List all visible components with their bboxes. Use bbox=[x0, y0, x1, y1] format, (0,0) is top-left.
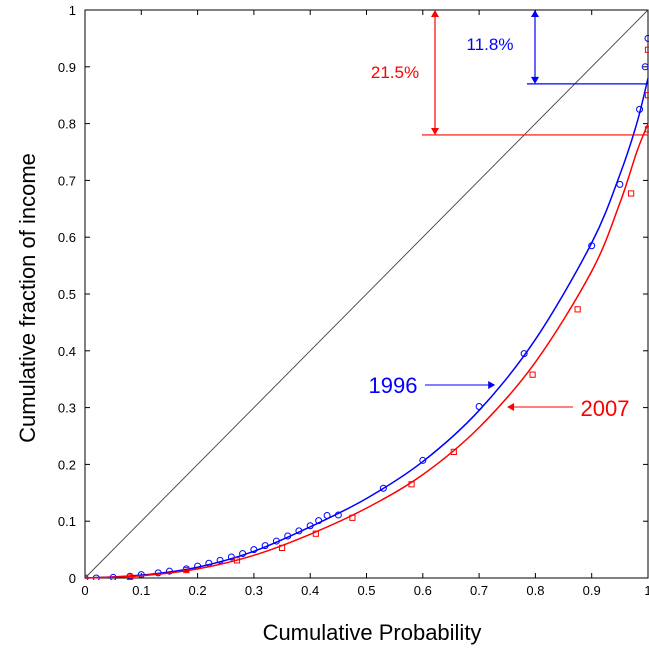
series-1996-point bbox=[475, 402, 483, 410]
series-1996-point bbox=[216, 556, 224, 564]
series-1996-point bbox=[272, 537, 280, 545]
series-label-1996: 1996 bbox=[369, 373, 418, 398]
series-2007-point bbox=[408, 481, 415, 488]
annotation-2007: 2007 bbox=[507, 396, 629, 421]
series-1996-point bbox=[306, 522, 314, 530]
gap-label-2007: 21.5% bbox=[371, 63, 419, 82]
gap-arrow-2007-head-top bbox=[431, 10, 439, 17]
x-tick-label: 0 bbox=[81, 583, 88, 598]
series-2007-point bbox=[85, 574, 89, 580]
series-2007-point bbox=[233, 557, 241, 564]
y-tick-label: 0.7 bbox=[58, 173, 76, 188]
series-1996-point bbox=[641, 63, 649, 71]
x-tick-label: 0.3 bbox=[245, 583, 263, 598]
series-1996-point bbox=[323, 512, 331, 520]
annotations-layer: 21.5% 11.8% 1996 2007 bbox=[369, 10, 648, 421]
series-1996-point bbox=[239, 550, 247, 558]
series-1996-point bbox=[616, 180, 624, 188]
gap-arrow-1996-head-bottom bbox=[531, 76, 539, 84]
gap-label-1996: 11.8% bbox=[467, 35, 514, 54]
series-2007-point bbox=[644, 92, 649, 99]
series-1996-point bbox=[644, 34, 649, 42]
series-1996-point bbox=[154, 569, 162, 577]
gap-arrow-1996-head-top bbox=[531, 10, 539, 17]
y-tick-label: 0.5 bbox=[58, 287, 76, 302]
series-1996-point bbox=[137, 571, 145, 579]
series-2007-point bbox=[349, 514, 356, 521]
x-tick-label: 0.7 bbox=[470, 583, 488, 598]
y-tick-label: 0.9 bbox=[58, 60, 76, 75]
series-layer bbox=[85, 34, 649, 580]
series-2007-point bbox=[312, 530, 319, 537]
x-tick-label: 0.5 bbox=[357, 583, 375, 598]
series-2007-fit-line bbox=[85, 123, 649, 579]
y-tick-label: 0.3 bbox=[58, 401, 76, 416]
y-tick-label: 0 bbox=[69, 571, 76, 586]
equality-line-layer bbox=[84, 9, 649, 579]
x-axis-title: Cumulative Probability bbox=[263, 620, 482, 645]
series-group bbox=[85, 34, 649, 580]
series-2007-point bbox=[183, 566, 190, 574]
series-arrow-2007-head bbox=[507, 403, 515, 411]
series-arrow-1996-head bbox=[488, 381, 496, 389]
series-1996-fit-line bbox=[85, 77, 649, 579]
series-2007-point bbox=[644, 126, 649, 133]
annotation-21-5: 21.5% bbox=[371, 10, 648, 136]
series-1996-point bbox=[227, 553, 235, 561]
series-1996-point bbox=[315, 517, 323, 525]
annotation-1996: 1996 bbox=[369, 373, 496, 398]
annotation-11-8: 11.8% bbox=[467, 10, 648, 85]
series-2007-point bbox=[574, 306, 581, 313]
y-tick-label: 0.6 bbox=[58, 230, 76, 245]
series-2007-point bbox=[628, 190, 635, 197]
series-1996-point bbox=[334, 511, 342, 519]
y-tick-label: 0.4 bbox=[58, 344, 76, 359]
series-1996-point bbox=[636, 105, 644, 113]
series-label-2007: 2007 bbox=[581, 396, 630, 421]
series-1996-point bbox=[520, 350, 528, 358]
series-1996-point bbox=[295, 527, 303, 535]
y-tick-label: 0.2 bbox=[58, 457, 76, 472]
series-1996-point bbox=[261, 542, 269, 550]
series-1996-point bbox=[419, 456, 427, 464]
x-tick-label: 1 bbox=[644, 583, 649, 598]
series-2007-point bbox=[126, 573, 134, 580]
y-tick-label: 0.8 bbox=[58, 117, 76, 132]
series-2007-point bbox=[529, 371, 536, 378]
y-axis-title: Cumulative fraction of income bbox=[15, 153, 40, 443]
x-tick-label: 0.9 bbox=[583, 583, 601, 598]
series-1996-point bbox=[588, 242, 596, 250]
series-1996-point bbox=[250, 546, 258, 554]
series-2007-point bbox=[278, 544, 286, 551]
x-tick-label: 0.6 bbox=[414, 583, 432, 598]
x-tick-label: 0.1 bbox=[132, 583, 150, 598]
series-2007-point bbox=[644, 46, 649, 53]
series-2007-point bbox=[450, 448, 457, 456]
x-tick-label: 0.8 bbox=[526, 583, 544, 598]
x-tick-label: 0.4 bbox=[301, 583, 319, 598]
gap-arrow-2007-head-bottom bbox=[431, 127, 439, 135]
y-tick-label: 0.1 bbox=[58, 514, 76, 529]
series-1996-point bbox=[379, 484, 387, 492]
axes: 0 0.1 0.2 0.3 0.4 0.5 0.6 0.7 0.8 0.9 1 0 0.1 0.2 0.3 0… bbox=[58, 3, 649, 598]
series-1996-point bbox=[284, 532, 292, 540]
equality-line bbox=[84, 9, 649, 579]
series-1996-point bbox=[165, 567, 173, 575]
x-tick-label: 0.2 bbox=[189, 583, 207, 598]
y-tick-label: 1 bbox=[69, 3, 76, 18]
